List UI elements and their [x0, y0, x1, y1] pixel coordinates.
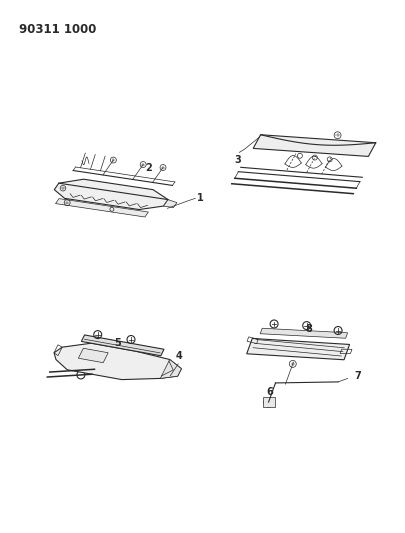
Text: 6: 6 — [266, 387, 273, 397]
Text: 7: 7 — [354, 372, 360, 381]
Text: 5: 5 — [114, 338, 121, 348]
Polygon shape — [163, 199, 177, 207]
Polygon shape — [54, 179, 168, 209]
Text: 8: 8 — [305, 324, 311, 334]
Polygon shape — [160, 360, 181, 378]
Polygon shape — [55, 199, 148, 217]
Text: 2: 2 — [145, 163, 151, 173]
Text: 4: 4 — [175, 351, 182, 361]
Text: 3: 3 — [233, 156, 240, 165]
Polygon shape — [78, 348, 108, 362]
Polygon shape — [253, 135, 375, 156]
Polygon shape — [246, 338, 349, 360]
Text: 1: 1 — [197, 193, 203, 204]
FancyBboxPatch shape — [262, 397, 274, 407]
Polygon shape — [54, 343, 181, 379]
Text: 90311 1000: 90311 1000 — [19, 23, 96, 36]
Polygon shape — [260, 328, 347, 338]
Polygon shape — [81, 335, 164, 356]
